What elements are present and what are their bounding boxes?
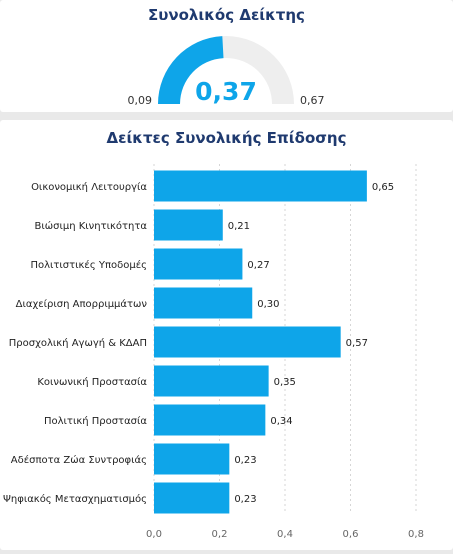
data-label: 0,27 — [247, 260, 269, 271]
gauge-title: Συνολικός Δείκτης — [148, 6, 305, 24]
x-tick-label: 0,4 — [277, 529, 293, 540]
gauge-value: 0,37 — [195, 77, 257, 106]
category-label: Αδέσποτα Ζώα Συντροφιάς — [11, 454, 147, 466]
bar — [154, 482, 230, 514]
bar — [154, 209, 223, 241]
category-label: Οικονομική Λειτουργία — [31, 181, 147, 193]
data-label: 0,21 — [228, 221, 250, 232]
category-label: Ψηφιακός Μετασχηματισμός — [3, 493, 147, 505]
category-label: Προσχολική Αγωγή & ΚΔΑΠ — [9, 337, 147, 349]
x-tick-label: 0,2 — [212, 529, 228, 540]
gauge-card: Συνολικός Δείκτης 0,37 0,09 0,67 — [0, 0, 453, 112]
bar — [154, 404, 266, 436]
category-label: Διαχείριση Απορριμμάτων — [16, 298, 148, 310]
bar — [154, 170, 367, 202]
gauge-min-label: 0,09 — [128, 94, 153, 107]
data-label: 0,57 — [346, 338, 368, 349]
bar-chart-card: Δείκτες Συνολικής Επίδοσης 0,0 0,2 0,4 0,6 0… — [0, 120, 453, 550]
x-tick-label: 0,6 — [343, 529, 359, 540]
category-label: Βιώσιμη Κινητικότητα — [35, 220, 148, 232]
chart-title: Δείκτες Συνολικής Επίδοσης — [106, 129, 347, 147]
x-tick-label: 0,0 — [146, 529, 162, 540]
x-tick-label: 0,8 — [408, 529, 424, 540]
category-label: Πολιτιστικές Υποδομές — [30, 259, 147, 271]
gauge-fill — [158, 36, 224, 104]
bar — [154, 326, 341, 358]
category-label: Κοινωνική Προστασία — [37, 376, 147, 388]
bar — [154, 443, 230, 475]
data-label: 0,65 — [372, 182, 394, 193]
data-label: 0,35 — [274, 377, 296, 388]
bar — [154, 287, 253, 319]
data-label: 0,23 — [234, 494, 256, 505]
bar — [154, 365, 269, 397]
data-label: 0,23 — [234, 455, 256, 466]
bar-chart: 0,0 0,2 0,4 0,6 0,8 Οικονομική Λειτουργία 0,65… — [3, 164, 424, 540]
category-label: Πολιτική Προστασία — [44, 415, 147, 427]
bar — [154, 248, 243, 280]
data-label: 0,30 — [257, 299, 279, 310]
gauge-chart: 0,37 0,09 0,67 — [128, 36, 325, 107]
data-label: 0,34 — [270, 416, 292, 427]
gauge-max-label: 0,67 — [300, 94, 325, 107]
